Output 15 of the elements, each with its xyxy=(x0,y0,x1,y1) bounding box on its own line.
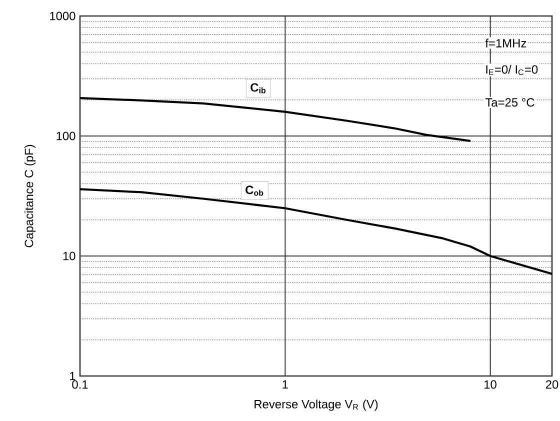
y-tick-label: 1 xyxy=(70,372,76,380)
y-axis-title: Capacitance C (pF) xyxy=(24,144,36,248)
x-tick-label: 20 xyxy=(546,380,558,389)
x-tick-label: 10 xyxy=(484,380,496,389)
x-tick-label: 0.1 xyxy=(72,380,88,389)
annotation: f=1MHz xyxy=(485,38,526,48)
y-tick-label: 1000 xyxy=(50,12,76,20)
annotation: Ta=25 °C xyxy=(485,98,534,107)
annotation: C$_{ob}$ xyxy=(246,186,264,196)
y-tick-label: 10 xyxy=(63,252,76,260)
x-axis-title: Reverse Voltage V$_{R}$ (V) xyxy=(254,400,378,411)
annotation: I$_{E}$=0/ I$_{C}$=0 xyxy=(486,64,538,76)
annotation: C$_{ib}$ xyxy=(250,83,266,94)
x-tick-label: 1 xyxy=(282,380,288,388)
y-tick-label: 100 xyxy=(56,132,76,140)
